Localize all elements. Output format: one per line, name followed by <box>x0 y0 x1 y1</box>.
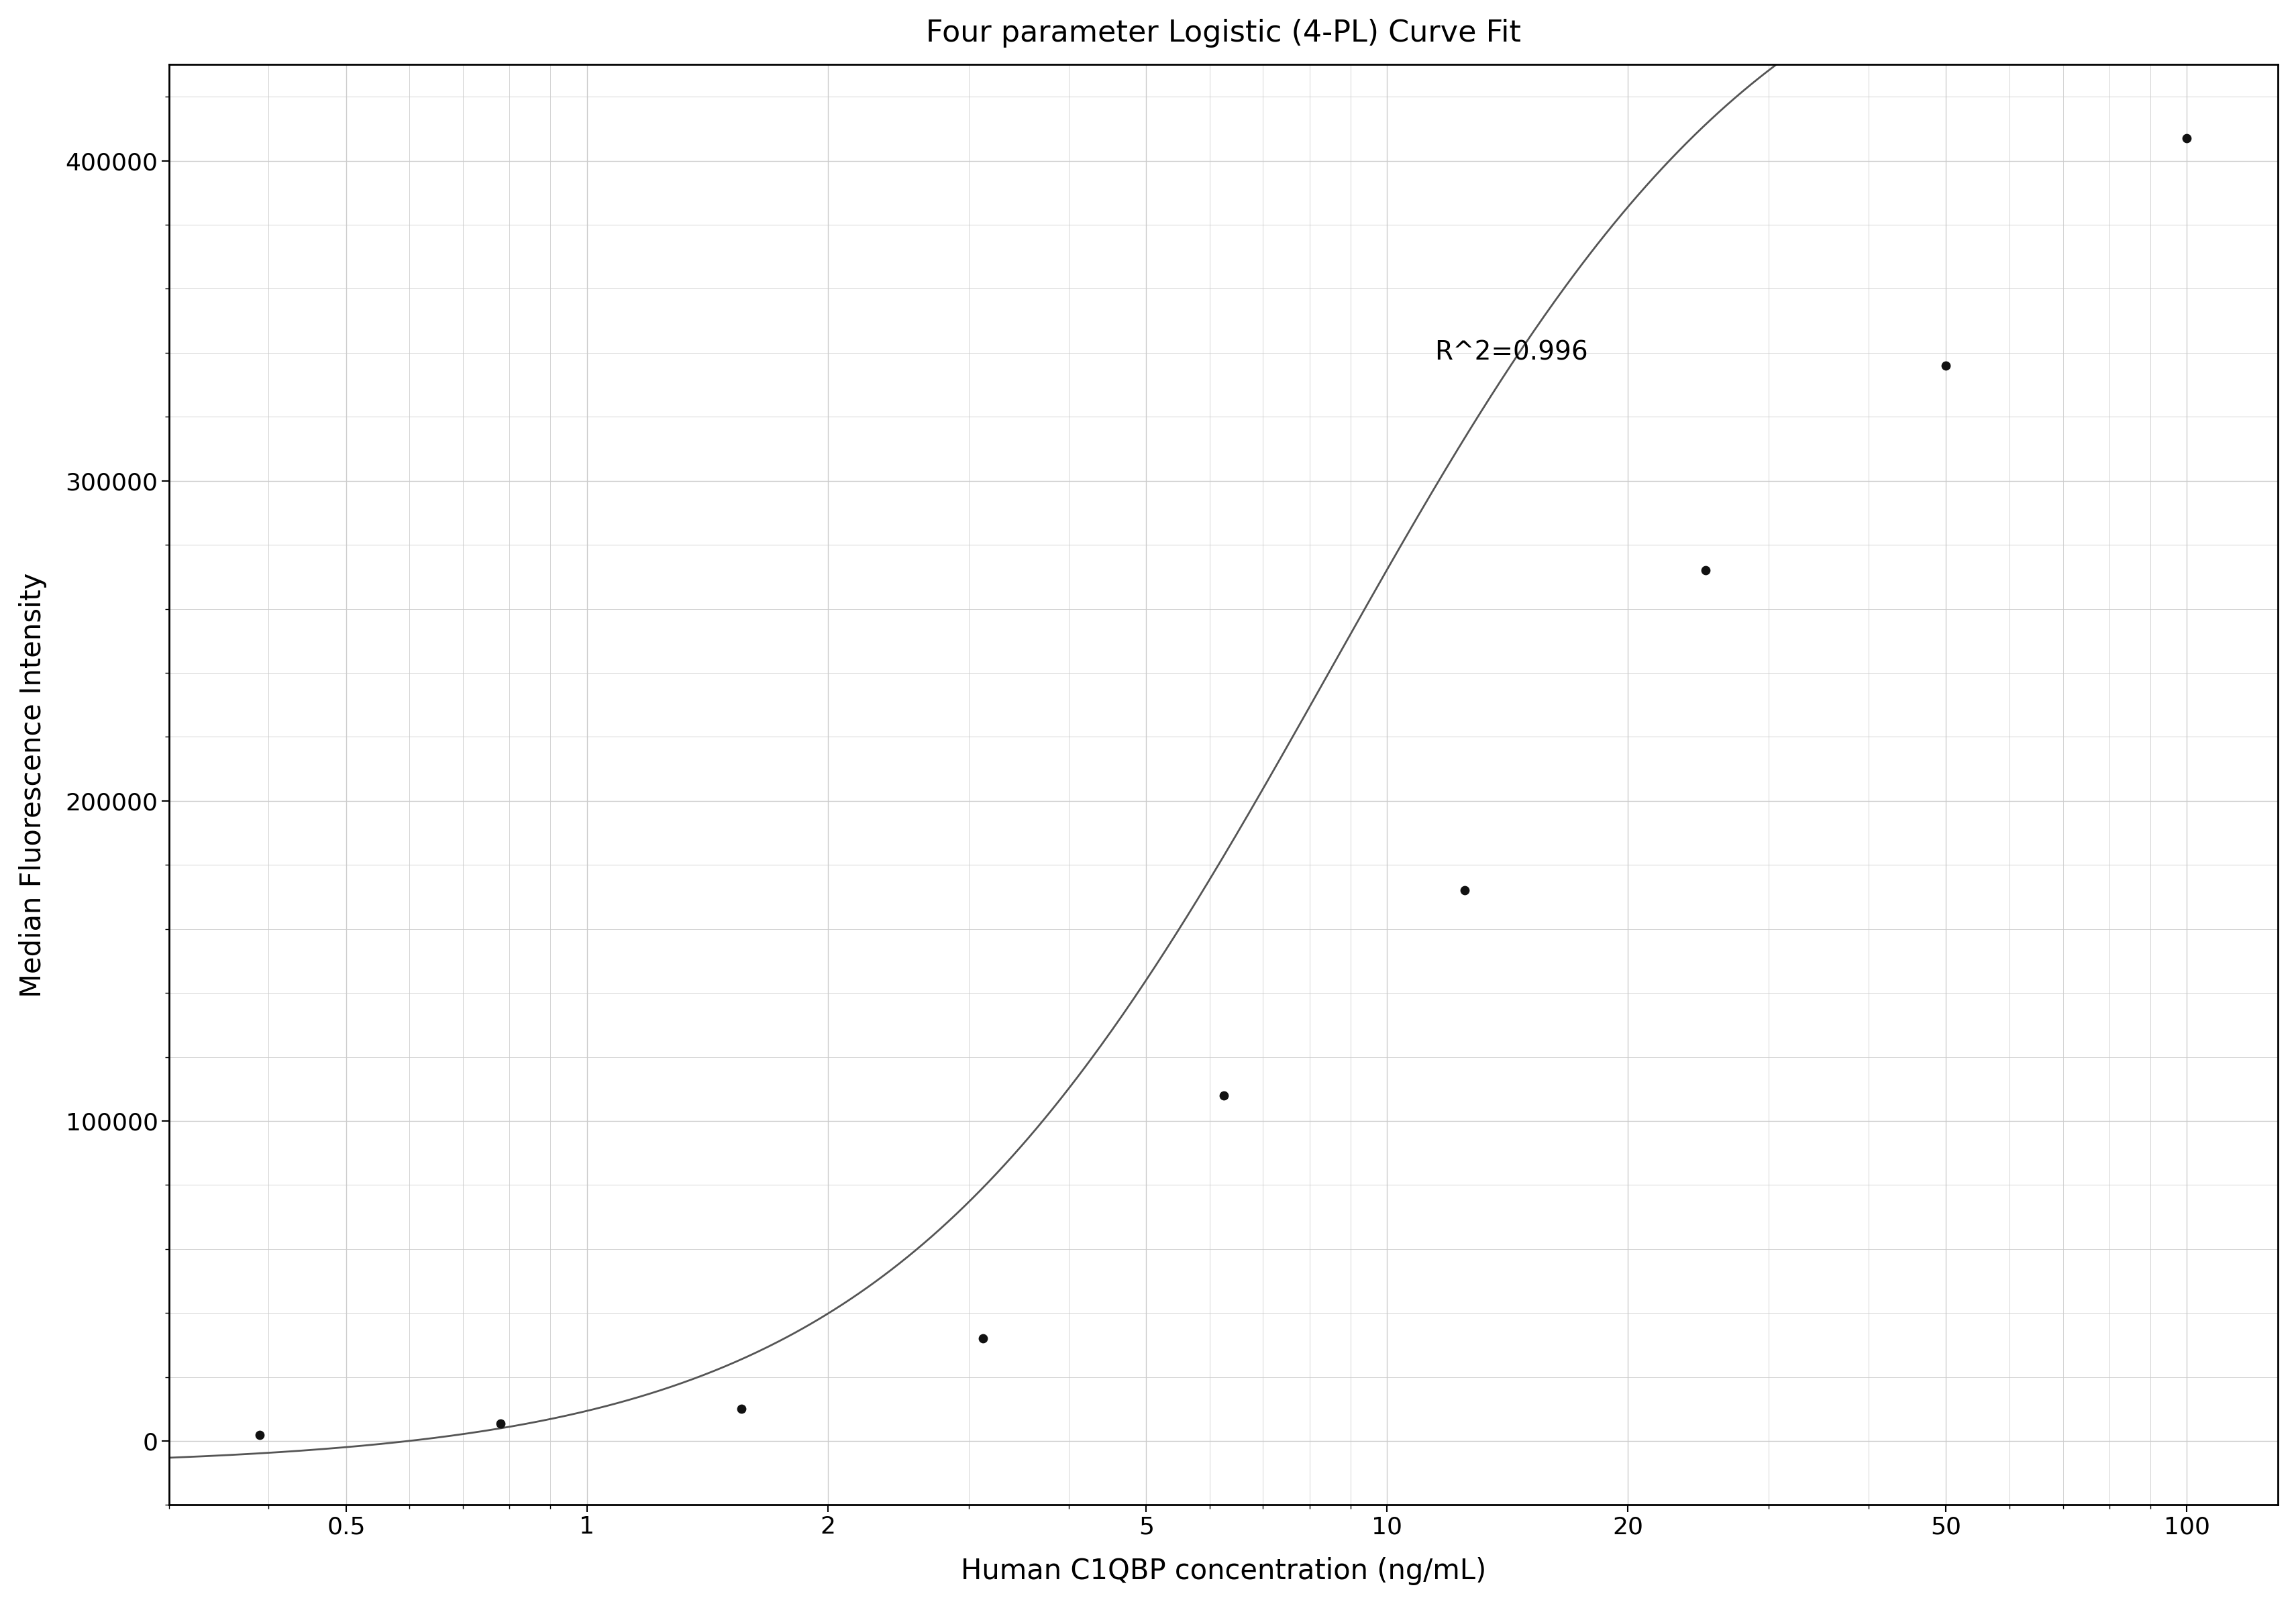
Y-axis label: Median Fluorescence Intensity: Median Fluorescence Intensity <box>18 573 46 998</box>
Title: Four parameter Logistic (4-PL) Curve Fit: Four parameter Logistic (4-PL) Curve Fit <box>925 19 1520 48</box>
Point <box>1926 353 1963 379</box>
Point <box>1446 877 1483 903</box>
Point <box>1688 558 1724 584</box>
Point <box>482 1410 519 1436</box>
Point <box>964 1327 1001 1352</box>
Point <box>1205 1083 1242 1108</box>
Point <box>2167 125 2204 151</box>
Text: R^2=0.996: R^2=0.996 <box>1435 340 1587 366</box>
X-axis label: Human C1QBP concentration (ng/mL): Human C1QBP concentration (ng/mL) <box>960 1557 1486 1585</box>
Point <box>241 1421 278 1447</box>
Point <box>723 1395 760 1421</box>
